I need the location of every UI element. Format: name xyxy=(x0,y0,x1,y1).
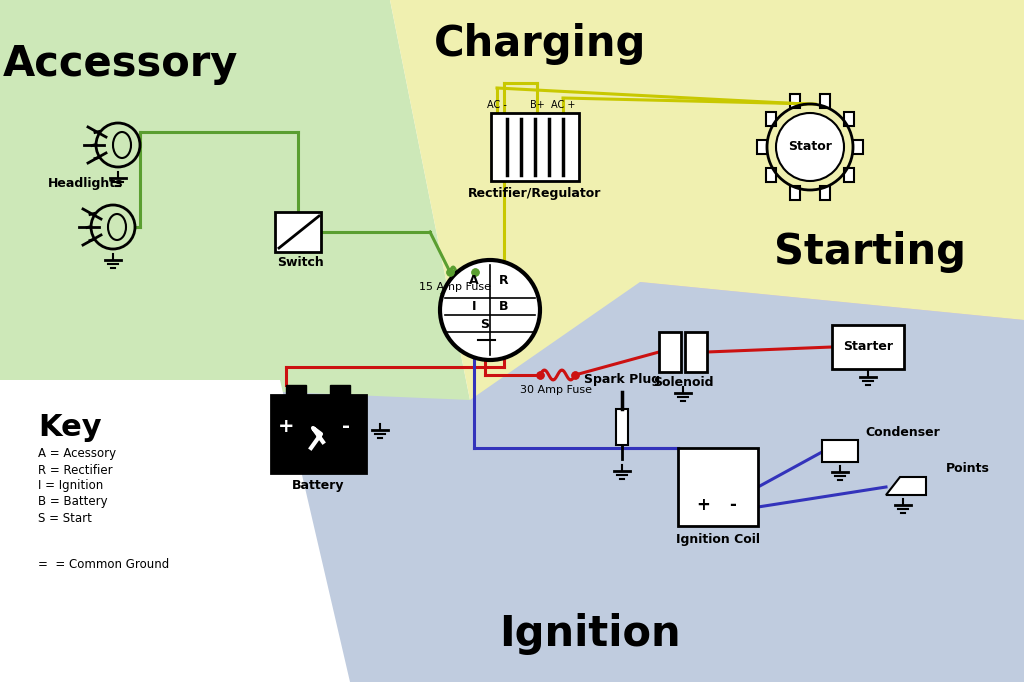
Polygon shape xyxy=(0,0,470,682)
FancyBboxPatch shape xyxy=(820,186,829,200)
Text: I: I xyxy=(472,301,476,314)
Bar xyxy=(659,332,681,372)
Text: -: - xyxy=(342,417,350,436)
Polygon shape xyxy=(0,380,350,682)
FancyBboxPatch shape xyxy=(791,186,800,200)
Text: -: - xyxy=(729,496,736,514)
Text: 30 Amp Fuse: 30 Amp Fuse xyxy=(520,385,592,395)
Text: S = Start: S = Start xyxy=(38,512,92,524)
Text: R: R xyxy=(499,273,509,286)
Bar xyxy=(685,332,707,372)
Text: Ignition: Ignition xyxy=(499,613,681,655)
Text: Condenser: Condenser xyxy=(865,426,940,439)
Text: Rectifier/Regulator: Rectifier/Regulator xyxy=(468,186,602,200)
Text: Ignition Coil: Ignition Coil xyxy=(676,533,760,546)
Text: B = Battery: B = Battery xyxy=(38,496,108,509)
Text: Points: Points xyxy=(946,462,990,475)
Text: AC -: AC - xyxy=(487,100,507,110)
Bar xyxy=(822,440,858,462)
Text: Starting: Starting xyxy=(774,231,966,273)
FancyBboxPatch shape xyxy=(791,94,800,108)
Circle shape xyxy=(776,113,844,181)
Text: Switch: Switch xyxy=(276,256,324,269)
Text: S: S xyxy=(480,318,489,331)
Polygon shape xyxy=(390,0,1024,682)
Text: =  = Common Ground: = = Common Ground xyxy=(38,557,169,571)
Text: R = Rectifier: R = Rectifier xyxy=(38,464,113,477)
Text: Battery: Battery xyxy=(292,479,344,492)
FancyBboxPatch shape xyxy=(853,140,863,154)
Bar xyxy=(271,395,366,473)
FancyBboxPatch shape xyxy=(844,168,854,182)
Polygon shape xyxy=(550,282,1024,682)
Bar xyxy=(678,448,758,526)
Text: Key: Key xyxy=(38,413,101,441)
FancyBboxPatch shape xyxy=(766,168,776,182)
Text: Spark Plug: Spark Plug xyxy=(584,372,660,385)
Text: +: + xyxy=(278,417,294,436)
Text: 15 Amp Fuse: 15 Amp Fuse xyxy=(419,282,490,292)
Text: Charging: Charging xyxy=(434,23,646,65)
Text: Accessory: Accessory xyxy=(2,43,238,85)
Text: B+: B+ xyxy=(529,100,545,110)
FancyBboxPatch shape xyxy=(844,112,854,125)
Bar xyxy=(286,385,306,395)
Polygon shape xyxy=(886,477,926,495)
Text: A = Acessory: A = Acessory xyxy=(38,447,116,460)
Bar xyxy=(330,385,350,395)
Bar xyxy=(490,113,579,181)
Text: +: + xyxy=(696,496,710,514)
Text: Headlights: Headlights xyxy=(48,177,124,190)
Bar xyxy=(831,325,904,369)
Text: Stator: Stator xyxy=(788,140,831,153)
Text: A: A xyxy=(469,273,479,286)
Circle shape xyxy=(440,260,540,360)
Polygon shape xyxy=(0,282,1024,682)
Bar xyxy=(275,212,321,252)
Text: Starter: Starter xyxy=(843,340,893,353)
FancyBboxPatch shape xyxy=(757,140,767,154)
FancyBboxPatch shape xyxy=(820,94,829,108)
Text: B: B xyxy=(500,301,509,314)
Text: I = Ignition: I = Ignition xyxy=(38,479,103,492)
Text: AC +: AC + xyxy=(551,100,575,110)
FancyBboxPatch shape xyxy=(766,112,776,125)
Bar xyxy=(616,409,628,445)
Text: Solenoid: Solenoid xyxy=(652,376,714,389)
